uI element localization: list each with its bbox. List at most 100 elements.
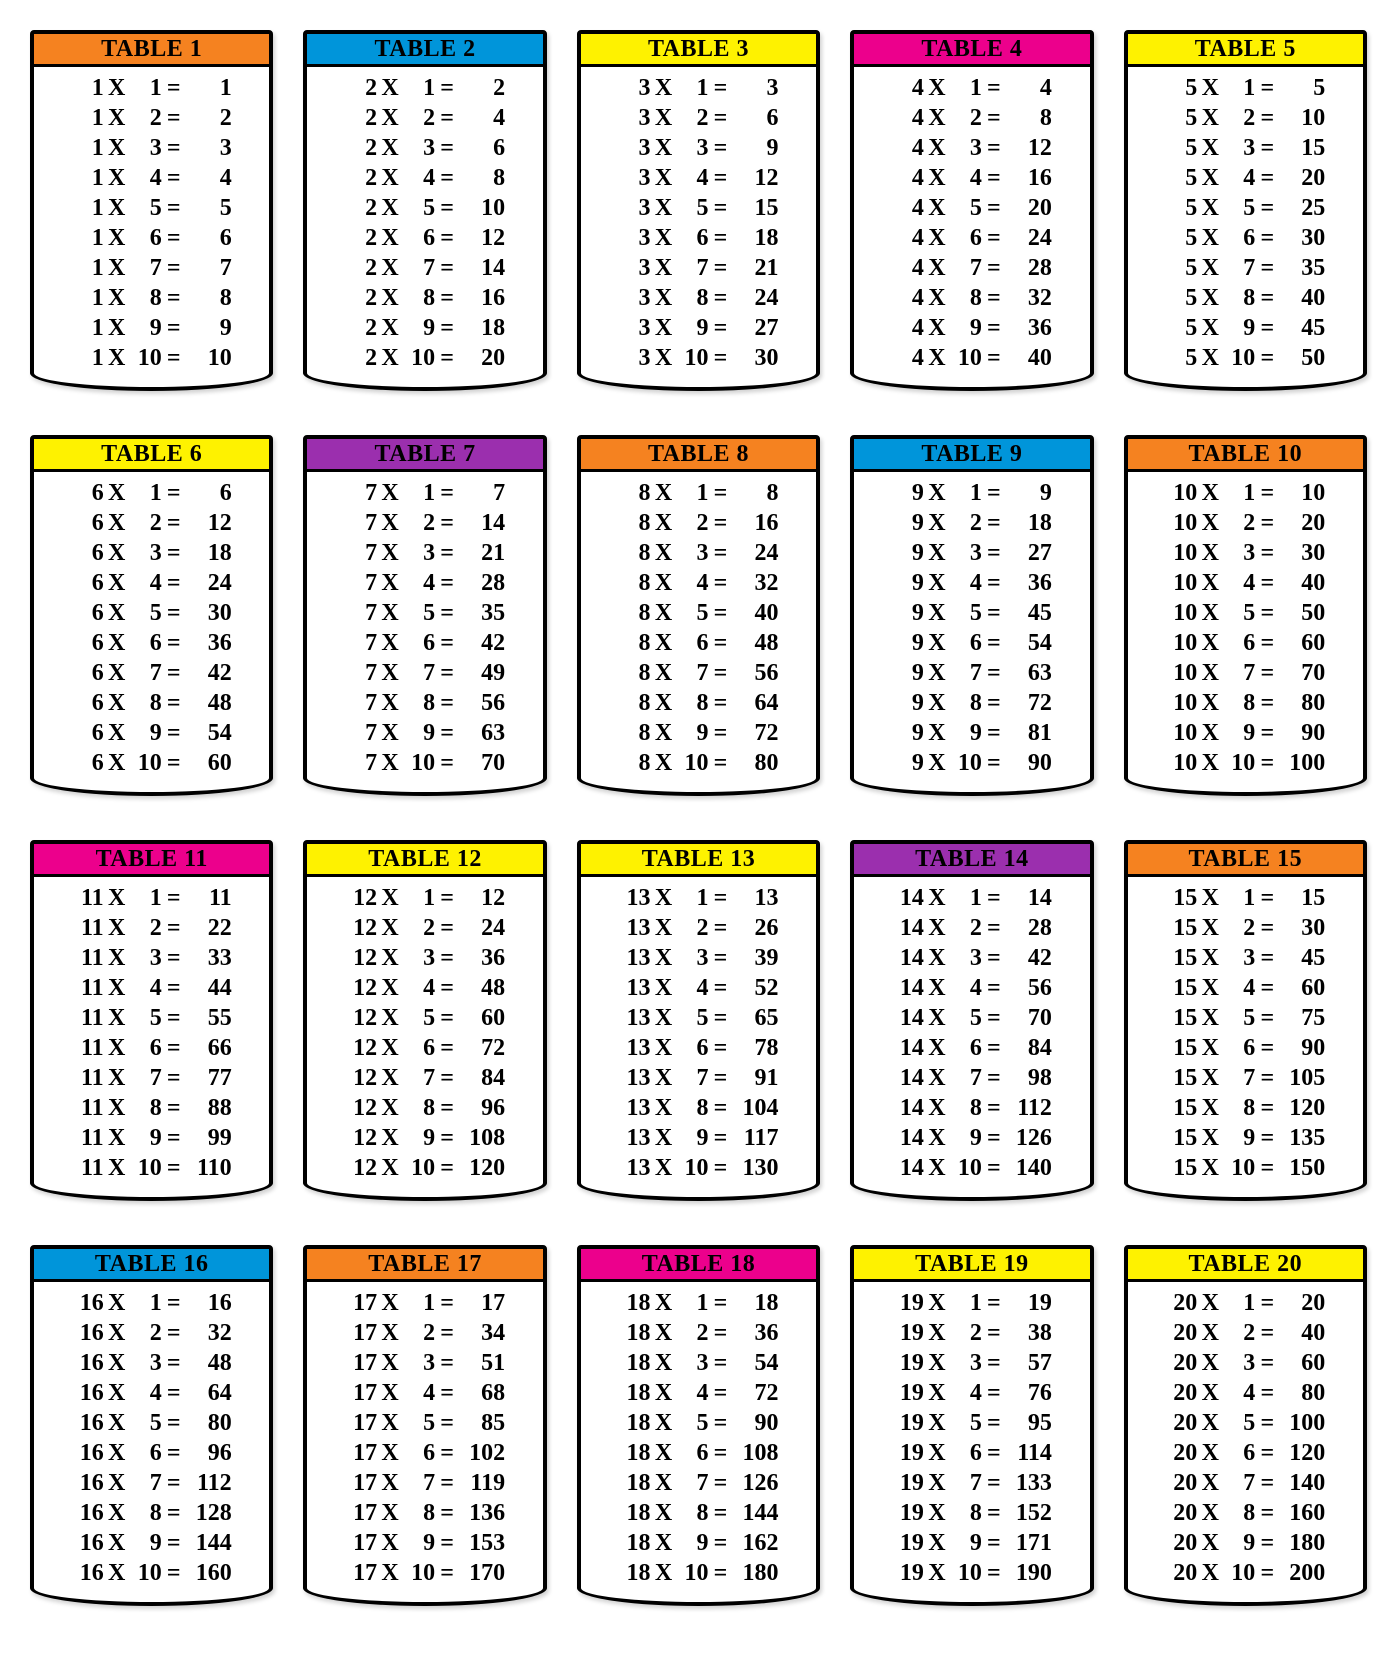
equals-symbol: = <box>162 223 186 253</box>
product: 39 <box>732 943 778 973</box>
equals-symbol: = <box>982 223 1006 253</box>
table-row: 8X5=40 <box>595 598 802 628</box>
multiplier: 4 <box>403 973 435 1003</box>
times-symbol: X <box>1197 1288 1223 1318</box>
equals-symbol: = <box>708 283 732 313</box>
times-symbol: X <box>104 1438 130 1468</box>
table-row: 16X6=96 <box>48 1438 255 1468</box>
product: 80 <box>1279 1378 1325 1408</box>
multiplier: 9 <box>676 1528 708 1558</box>
times-symbol: X <box>104 943 130 973</box>
multiplicand: 15 <box>1165 883 1197 913</box>
table-header: TABLE 10 <box>1128 439 1363 472</box>
multiplicand: 4 <box>892 283 924 313</box>
multiplier: 1 <box>403 478 435 508</box>
times-symbol: X <box>1197 1063 1223 1093</box>
equals-symbol: = <box>1255 1063 1279 1093</box>
product: 28 <box>459 568 505 598</box>
table-row: 16X1=16 <box>48 1288 255 1318</box>
table-row: 20X5=100 <box>1142 1408 1349 1438</box>
product: 133 <box>1006 1468 1052 1498</box>
product: 102 <box>459 1438 505 1468</box>
times-symbol: X <box>1197 1123 1223 1153</box>
times-symbol: X <box>1197 223 1223 253</box>
table-row: 4X2=8 <box>868 103 1075 133</box>
product: 85 <box>459 1408 505 1438</box>
table-row: 16X5=80 <box>48 1408 255 1438</box>
multiplier: 8 <box>676 1498 708 1528</box>
product: 88 <box>186 1093 232 1123</box>
times-symbol: X <box>1197 1378 1223 1408</box>
multiplicand: 8 <box>618 688 650 718</box>
times-symbol: X <box>104 223 130 253</box>
product: 72 <box>1006 688 1052 718</box>
equals-symbol: = <box>708 1093 732 1123</box>
equals-symbol: = <box>162 658 186 688</box>
equals-symbol: = <box>982 1318 1006 1348</box>
times-symbol: X <box>104 193 130 223</box>
multiplier: 1 <box>1223 73 1255 103</box>
equals-symbol: = <box>1255 568 1279 598</box>
product: 18 <box>732 223 778 253</box>
times-symbol: X <box>377 1558 403 1588</box>
multiplier: 1 <box>676 883 708 913</box>
multiplicand: 17 <box>345 1558 377 1588</box>
table-header: TABLE 1 <box>34 34 269 67</box>
equals-symbol: = <box>1255 1288 1279 1318</box>
table-row: 10X6=60 <box>1142 628 1349 658</box>
equals-symbol: = <box>435 163 459 193</box>
multiplicand: 20 <box>1165 1408 1197 1438</box>
equals-symbol: = <box>162 253 186 283</box>
table-row: 5X3=15 <box>1142 133 1349 163</box>
multiplicand: 13 <box>618 943 650 973</box>
multiplicand: 13 <box>618 913 650 943</box>
table-card-19: TABLE 1919X1=1919X2=3819X3=5719X4=7619X5… <box>850 1245 1093 1606</box>
equals-symbol: = <box>982 253 1006 283</box>
multiplicand: 13 <box>618 973 650 1003</box>
times-symbol: X <box>104 1033 130 1063</box>
product: 24 <box>732 283 778 313</box>
product: 72 <box>732 1378 778 1408</box>
table-row: 8X2=16 <box>595 508 802 538</box>
multiplier: 5 <box>676 1003 708 1033</box>
multiplicand: 14 <box>892 1093 924 1123</box>
product: 126 <box>732 1468 778 1498</box>
equals-symbol: = <box>435 973 459 1003</box>
multiplicand: 20 <box>1165 1288 1197 1318</box>
multiplier: 2 <box>950 913 982 943</box>
times-symbol: X <box>650 1288 676 1318</box>
multiplier: 5 <box>130 598 162 628</box>
multiplier: 3 <box>1223 133 1255 163</box>
tables-grid: TABLE 11X1=11X2=21X3=31X4=41X5=51X6=61X7… <box>30 30 1367 1606</box>
multiplicand: 19 <box>892 1558 924 1588</box>
times-symbol: X <box>924 658 950 688</box>
table-rows: 3X1=33X2=63X3=93X4=123X5=153X6=183X7=213… <box>581 67 816 387</box>
product: 27 <box>1006 538 1052 568</box>
table-row: 5X8=40 <box>1142 283 1349 313</box>
times-symbol: X <box>1197 283 1223 313</box>
times-symbol: X <box>377 1348 403 1378</box>
times-symbol: X <box>104 1288 130 1318</box>
multiplier: 1 <box>1223 478 1255 508</box>
product: 42 <box>186 658 232 688</box>
product: 5 <box>1279 73 1325 103</box>
multiplicand: 3 <box>618 133 650 163</box>
multiplier: 3 <box>130 1348 162 1378</box>
equals-symbol: = <box>982 478 1006 508</box>
product: 40 <box>1279 1318 1325 1348</box>
times-symbol: X <box>104 253 130 283</box>
table-row: 15X2=30 <box>1142 913 1349 943</box>
product: 54 <box>732 1348 778 1378</box>
multiplier: 2 <box>676 913 708 943</box>
product: 90 <box>1006 748 1052 778</box>
times-symbol: X <box>1197 343 1223 373</box>
multiplicand: 7 <box>345 718 377 748</box>
times-symbol: X <box>924 1528 950 1558</box>
table-rows: 12X1=1212X2=2412X3=3612X4=4812X5=6012X6=… <box>307 877 542 1197</box>
multiplier: 9 <box>950 718 982 748</box>
table-row: 1X4=4 <box>48 163 255 193</box>
times-symbol: X <box>1197 1003 1223 1033</box>
product: 10 <box>186 343 232 373</box>
equals-symbol: = <box>982 163 1006 193</box>
multiplicand: 19 <box>892 1408 924 1438</box>
